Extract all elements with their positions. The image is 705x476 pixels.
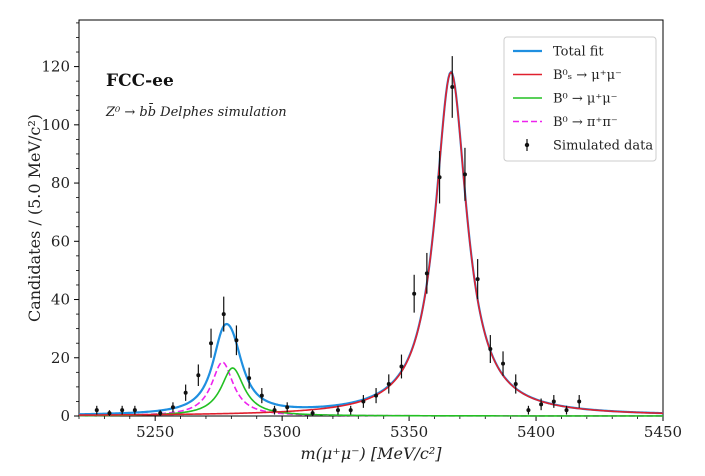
data-point: [526, 408, 531, 413]
annotation-subtitle: Z⁰ → bb̄ Delphes simulation: [105, 103, 287, 120]
data-point: [386, 381, 391, 386]
data-point: [209, 341, 214, 346]
x-tick-label: 5400: [517, 423, 555, 441]
data-point: [272, 408, 277, 413]
data-point: [374, 393, 379, 398]
data-point: [488, 347, 493, 352]
data-point: [424, 271, 429, 276]
data-point: [107, 411, 112, 416]
y-tick-label: 100: [41, 116, 70, 134]
data-point: [437, 175, 442, 180]
x-tick-label: 5450: [644, 423, 682, 441]
data-point: [234, 338, 239, 343]
data-point: [310, 411, 315, 416]
y-tick-label: 60: [51, 232, 70, 250]
data-point: [120, 408, 125, 413]
data-point: [501, 361, 506, 366]
y-tick-label: 20: [51, 349, 70, 367]
data-point: [539, 402, 544, 407]
x-tick-label: 5350: [390, 423, 428, 441]
data-point: [259, 393, 264, 398]
data-point: [348, 408, 353, 413]
axis-ticks: 5250 5300 5350 5400 5450 0 20 40 60 80 100 120: [41, 22, 682, 441]
y-tick-label: 40: [51, 291, 70, 309]
data-point: [399, 364, 404, 369]
y-tick-label: 0: [60, 407, 70, 425]
data-point: [462, 172, 467, 177]
fit-curves: [78, 70, 664, 417]
legend-bs-mumu: B⁰ₛ → μ⁺μ⁻: [553, 68, 622, 83]
legend-total-fit: Total fit: [553, 45, 604, 60]
x-tick-label: 5250: [136, 423, 174, 441]
data-point: [132, 408, 137, 413]
x-tick-label: 5300: [263, 423, 301, 441]
data-point: [247, 376, 252, 381]
data-point: [183, 390, 188, 395]
data-point: [577, 399, 582, 404]
data-point: [285, 405, 290, 410]
data-point: [564, 408, 569, 413]
x-axis-label: m(μ⁺μ⁻) [MeV/c²]: [300, 444, 442, 463]
data-point: [551, 399, 556, 404]
data-point: [475, 277, 480, 282]
legend-box: [503, 36, 657, 162]
data-point: [361, 399, 366, 404]
data-point: [170, 405, 175, 410]
data-point: [450, 84, 455, 89]
data-point: [158, 411, 163, 416]
y-tick-label: 120: [41, 58, 70, 76]
curve-b0-mumu: [78, 367, 663, 417]
data-point: [412, 291, 417, 296]
data-point: [335, 408, 340, 413]
annotation-title: FCC-ee: [106, 71, 174, 91]
curve-bs-mumu: [79, 71, 664, 416]
legend-simulated-data-swatch-dot: [524, 142, 530, 148]
data-points: [94, 56, 582, 416]
legend-b0-mumu: B⁰ → μ⁺μ⁻: [553, 92, 618, 107]
data-point: [221, 312, 226, 317]
data-point: [513, 381, 518, 386]
legend: Total fit B⁰ₛ → μ⁺μ⁻ B⁰ → μ⁺μ⁻ B⁰ → π⁺π⁻ Sim…: [503, 36, 657, 162]
data-point: [196, 373, 201, 378]
y-axis-label: Candidates / (5.0 MeV/c²): [25, 114, 44, 322]
legend-simulated-data: Simulated data: [553, 139, 653, 154]
data-point: [94, 408, 99, 413]
y-tick-label: 80: [51, 174, 70, 192]
legend-b0-pipi: B⁰ → π⁺π⁻: [553, 115, 618, 130]
